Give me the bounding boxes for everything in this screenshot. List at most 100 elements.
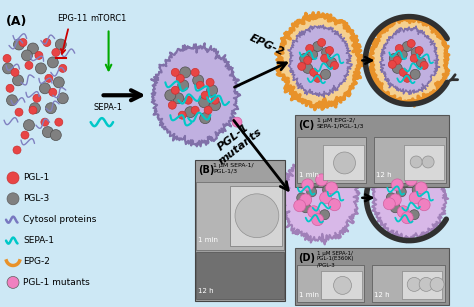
Circle shape <box>21 50 32 61</box>
Circle shape <box>199 97 210 108</box>
Polygon shape <box>151 43 240 146</box>
Circle shape <box>416 57 426 68</box>
Circle shape <box>25 61 33 69</box>
Circle shape <box>418 199 430 211</box>
Circle shape <box>330 61 338 69</box>
Circle shape <box>301 203 310 213</box>
Circle shape <box>323 185 333 195</box>
Circle shape <box>304 56 312 64</box>
Circle shape <box>396 187 406 197</box>
Circle shape <box>397 206 409 218</box>
Bar <box>196 182 284 250</box>
Circle shape <box>420 61 428 69</box>
Circle shape <box>191 106 199 114</box>
Circle shape <box>19 38 27 46</box>
Circle shape <box>59 64 67 72</box>
Circle shape <box>173 93 184 104</box>
Circle shape <box>21 131 29 139</box>
Circle shape <box>308 206 319 218</box>
Circle shape <box>300 194 312 206</box>
Circle shape <box>327 57 337 68</box>
Circle shape <box>328 199 338 209</box>
Circle shape <box>306 45 314 52</box>
Circle shape <box>46 103 56 114</box>
Text: EPG-11: EPG-11 <box>57 14 88 23</box>
Text: 12 h: 12 h <box>374 292 390 298</box>
Circle shape <box>422 156 434 168</box>
Circle shape <box>412 185 422 195</box>
Circle shape <box>389 53 399 64</box>
Polygon shape <box>380 26 440 94</box>
Circle shape <box>401 212 413 224</box>
Circle shape <box>326 182 337 194</box>
Circle shape <box>418 199 428 209</box>
Circle shape <box>320 69 330 79</box>
Text: 1 min: 1 min <box>198 237 218 243</box>
Circle shape <box>191 68 199 76</box>
Circle shape <box>294 200 306 212</box>
Circle shape <box>322 48 332 57</box>
Circle shape <box>392 64 402 73</box>
Circle shape <box>207 85 218 96</box>
Circle shape <box>313 41 323 52</box>
Circle shape <box>200 113 210 124</box>
Circle shape <box>35 52 43 60</box>
Circle shape <box>390 203 400 213</box>
Bar <box>295 247 449 305</box>
Circle shape <box>388 60 396 68</box>
Circle shape <box>430 278 444 291</box>
Circle shape <box>24 120 35 130</box>
Circle shape <box>405 174 417 186</box>
Text: PGL-1: PGL-1 <box>23 173 49 182</box>
Circle shape <box>386 193 396 203</box>
Circle shape <box>320 54 328 62</box>
Circle shape <box>314 74 322 82</box>
Circle shape <box>383 198 395 210</box>
Polygon shape <box>279 152 359 244</box>
Circle shape <box>2 63 14 74</box>
Circle shape <box>11 68 19 76</box>
Circle shape <box>15 108 23 116</box>
Circle shape <box>206 78 214 86</box>
Circle shape <box>176 74 184 82</box>
Circle shape <box>334 152 356 174</box>
Circle shape <box>410 69 420 79</box>
Circle shape <box>415 46 423 54</box>
Circle shape <box>310 68 318 76</box>
Circle shape <box>43 38 51 46</box>
Text: (B): (B) <box>198 165 215 175</box>
Circle shape <box>395 45 403 52</box>
Circle shape <box>302 179 314 191</box>
Bar <box>373 266 445 302</box>
Text: (D): (D) <box>298 253 315 262</box>
Text: 1 min: 1 min <box>299 172 319 178</box>
Circle shape <box>410 156 422 168</box>
Text: (C): (C) <box>298 120 314 130</box>
Circle shape <box>316 174 328 186</box>
Circle shape <box>300 53 310 64</box>
Circle shape <box>171 86 179 94</box>
Circle shape <box>185 107 196 118</box>
Circle shape <box>399 68 407 76</box>
Circle shape <box>397 49 407 60</box>
Circle shape <box>171 68 179 76</box>
Circle shape <box>54 77 64 88</box>
Circle shape <box>7 193 19 205</box>
Circle shape <box>14 39 25 50</box>
Circle shape <box>389 194 401 206</box>
Text: 1 min: 1 min <box>299 292 319 298</box>
Circle shape <box>400 177 410 187</box>
Bar <box>402 271 442 299</box>
Circle shape <box>7 276 19 288</box>
Circle shape <box>211 96 219 104</box>
Bar <box>323 145 365 180</box>
Circle shape <box>55 39 66 50</box>
Circle shape <box>36 63 46 74</box>
Circle shape <box>307 187 317 197</box>
Text: mTORC1: mTORC1 <box>91 14 127 23</box>
Circle shape <box>13 146 21 154</box>
Circle shape <box>39 83 50 94</box>
Circle shape <box>204 106 212 114</box>
Circle shape <box>52 49 60 56</box>
Text: SEPA-1: SEPA-1 <box>93 103 122 112</box>
